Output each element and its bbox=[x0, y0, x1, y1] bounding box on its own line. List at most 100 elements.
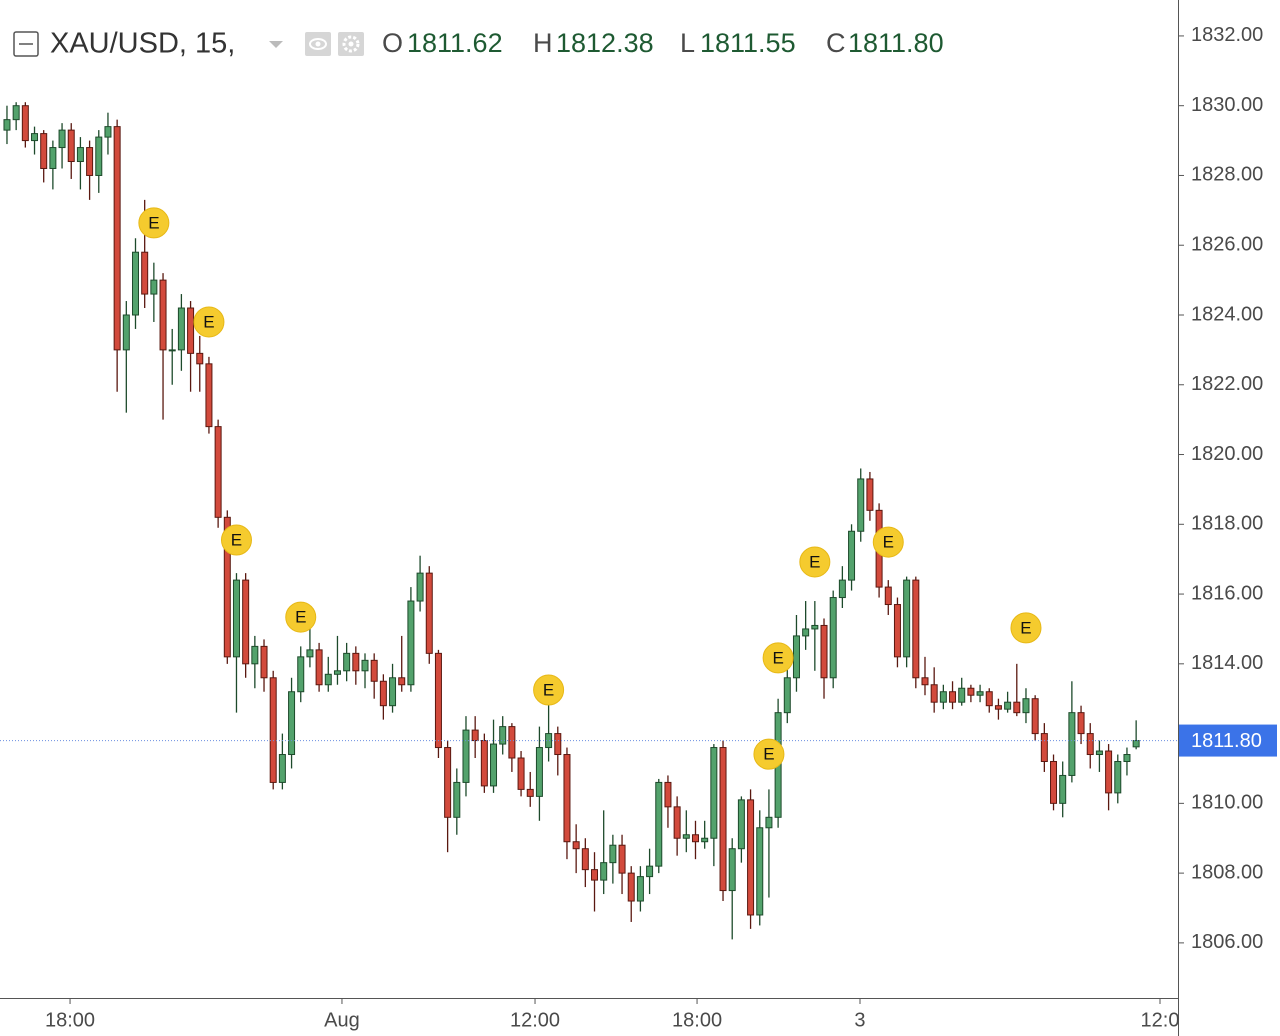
dropdown-caret[interactable] bbox=[269, 41, 283, 48]
y-tick-label: 1808.00 bbox=[1191, 861, 1263, 883]
candle-body bbox=[434, 652, 442, 749]
candle-body bbox=[921, 677, 929, 686]
candle-body bbox=[710, 747, 718, 839]
candle-body bbox=[131, 251, 139, 316]
y-tick-label: 1826.00 bbox=[1191, 234, 1263, 256]
candle-body bbox=[912, 579, 920, 679]
candle-body bbox=[416, 572, 424, 602]
candle-body bbox=[278, 754, 286, 783]
candle-body bbox=[646, 865, 654, 878]
candle-body bbox=[370, 659, 378, 682]
candle-body bbox=[95, 136, 103, 176]
candle-body bbox=[49, 147, 57, 169]
candle-body bbox=[3, 119, 11, 131]
candle-body bbox=[857, 478, 865, 532]
event-label: E bbox=[763, 745, 774, 764]
event-marker bbox=[193, 306, 225, 338]
candle-body bbox=[994, 705, 1002, 710]
candle-body bbox=[526, 788, 534, 797]
candle-body bbox=[379, 680, 387, 707]
event-marker bbox=[533, 674, 565, 706]
event-label: E bbox=[295, 608, 306, 627]
candle-body bbox=[58, 129, 66, 149]
header: XAU/USD, 15, bbox=[13, 28, 364, 60]
candle-body bbox=[508, 726, 516, 759]
candle-body bbox=[866, 478, 874, 511]
candle-body bbox=[1040, 733, 1048, 762]
x-tick-label: 3 bbox=[854, 1009, 865, 1031]
x-tick-label: 12:0 bbox=[1141, 1009, 1180, 1031]
candle-body bbox=[141, 251, 149, 295]
candle-body bbox=[618, 844, 626, 874]
candle-body bbox=[976, 691, 984, 696]
candle-body bbox=[150, 279, 158, 295]
candle-body bbox=[76, 147, 84, 163]
candle-body bbox=[333, 670, 341, 675]
x-tick-label: 18:00 bbox=[672, 1009, 722, 1031]
event-label: E bbox=[203, 312, 214, 331]
event-label: E bbox=[809, 552, 820, 571]
candle-body bbox=[1095, 750, 1103, 756]
candle-body bbox=[462, 729, 470, 783]
legend-key: L bbox=[680, 28, 695, 58]
candle-body bbox=[719, 747, 727, 892]
candle-body bbox=[205, 363, 213, 428]
x-tick-label: 18:00 bbox=[45, 1009, 95, 1031]
candle-body bbox=[609, 844, 617, 864]
candle-body bbox=[783, 677, 791, 714]
candle-body bbox=[655, 781, 663, 867]
legend-value: 1811.55 bbox=[700, 28, 796, 58]
candle-body bbox=[1132, 740, 1140, 748]
candle-body bbox=[177, 307, 185, 351]
candle-body bbox=[848, 530, 856, 581]
candle-body bbox=[985, 691, 993, 707]
candle-body bbox=[453, 781, 461, 818]
candle-body bbox=[903, 579, 911, 658]
event-label: E bbox=[772, 648, 783, 667]
price-axis-panel bbox=[1178, 0, 1280, 1036]
event-marker bbox=[220, 524, 252, 556]
candle-body bbox=[480, 740, 488, 787]
candle-body bbox=[591, 869, 599, 881]
legend-value: 1811.62 bbox=[407, 28, 503, 58]
candle-body bbox=[297, 656, 305, 693]
candle-body bbox=[893, 604, 901, 658]
candle-body bbox=[949, 691, 957, 703]
candle-body bbox=[701, 837, 709, 843]
candle-body bbox=[324, 673, 332, 686]
candle-body bbox=[21, 105, 29, 142]
time-axis-panel bbox=[0, 998, 1178, 1036]
candle-body bbox=[1031, 698, 1039, 735]
candle-body bbox=[765, 816, 773, 829]
candle-body bbox=[398, 677, 406, 686]
event-marker bbox=[1010, 612, 1042, 644]
candle-body bbox=[444, 747, 452, 818]
candle-body bbox=[572, 841, 580, 850]
x-tick-label: Aug bbox=[324, 1009, 360, 1031]
candle-body bbox=[563, 754, 571, 843]
legend-key: C bbox=[826, 28, 846, 58]
y-tick-label: 1830.00 bbox=[1191, 94, 1263, 116]
candle-body bbox=[581, 848, 589, 871]
y-tick-label: 1814.00 bbox=[1191, 652, 1263, 674]
plot-area: E E E E E E E E E E bbox=[0, 102, 1178, 940]
y-tick-label: 1828.00 bbox=[1191, 164, 1263, 186]
event-marker bbox=[872, 526, 904, 558]
candle-body bbox=[1068, 712, 1076, 776]
y-tick-label: 1824.00 bbox=[1191, 303, 1263, 325]
event-marker bbox=[762, 642, 794, 674]
candle-body bbox=[269, 677, 277, 783]
candle-body bbox=[306, 649, 314, 658]
event-marker bbox=[138, 207, 170, 239]
y-tick-label: 1832.00 bbox=[1191, 24, 1263, 46]
symbol-title: XAU/USD, 15, bbox=[50, 28, 235, 60]
candle-body bbox=[930, 684, 938, 703]
candle-body bbox=[12, 105, 20, 121]
candle-body bbox=[361, 659, 369, 672]
y-tick-label: 1806.00 bbox=[1191, 931, 1263, 953]
candle-body bbox=[535, 747, 543, 797]
eye-pupil bbox=[315, 41, 321, 47]
candle-body bbox=[352, 652, 360, 672]
x-tick-label: 12:00 bbox=[510, 1009, 560, 1031]
